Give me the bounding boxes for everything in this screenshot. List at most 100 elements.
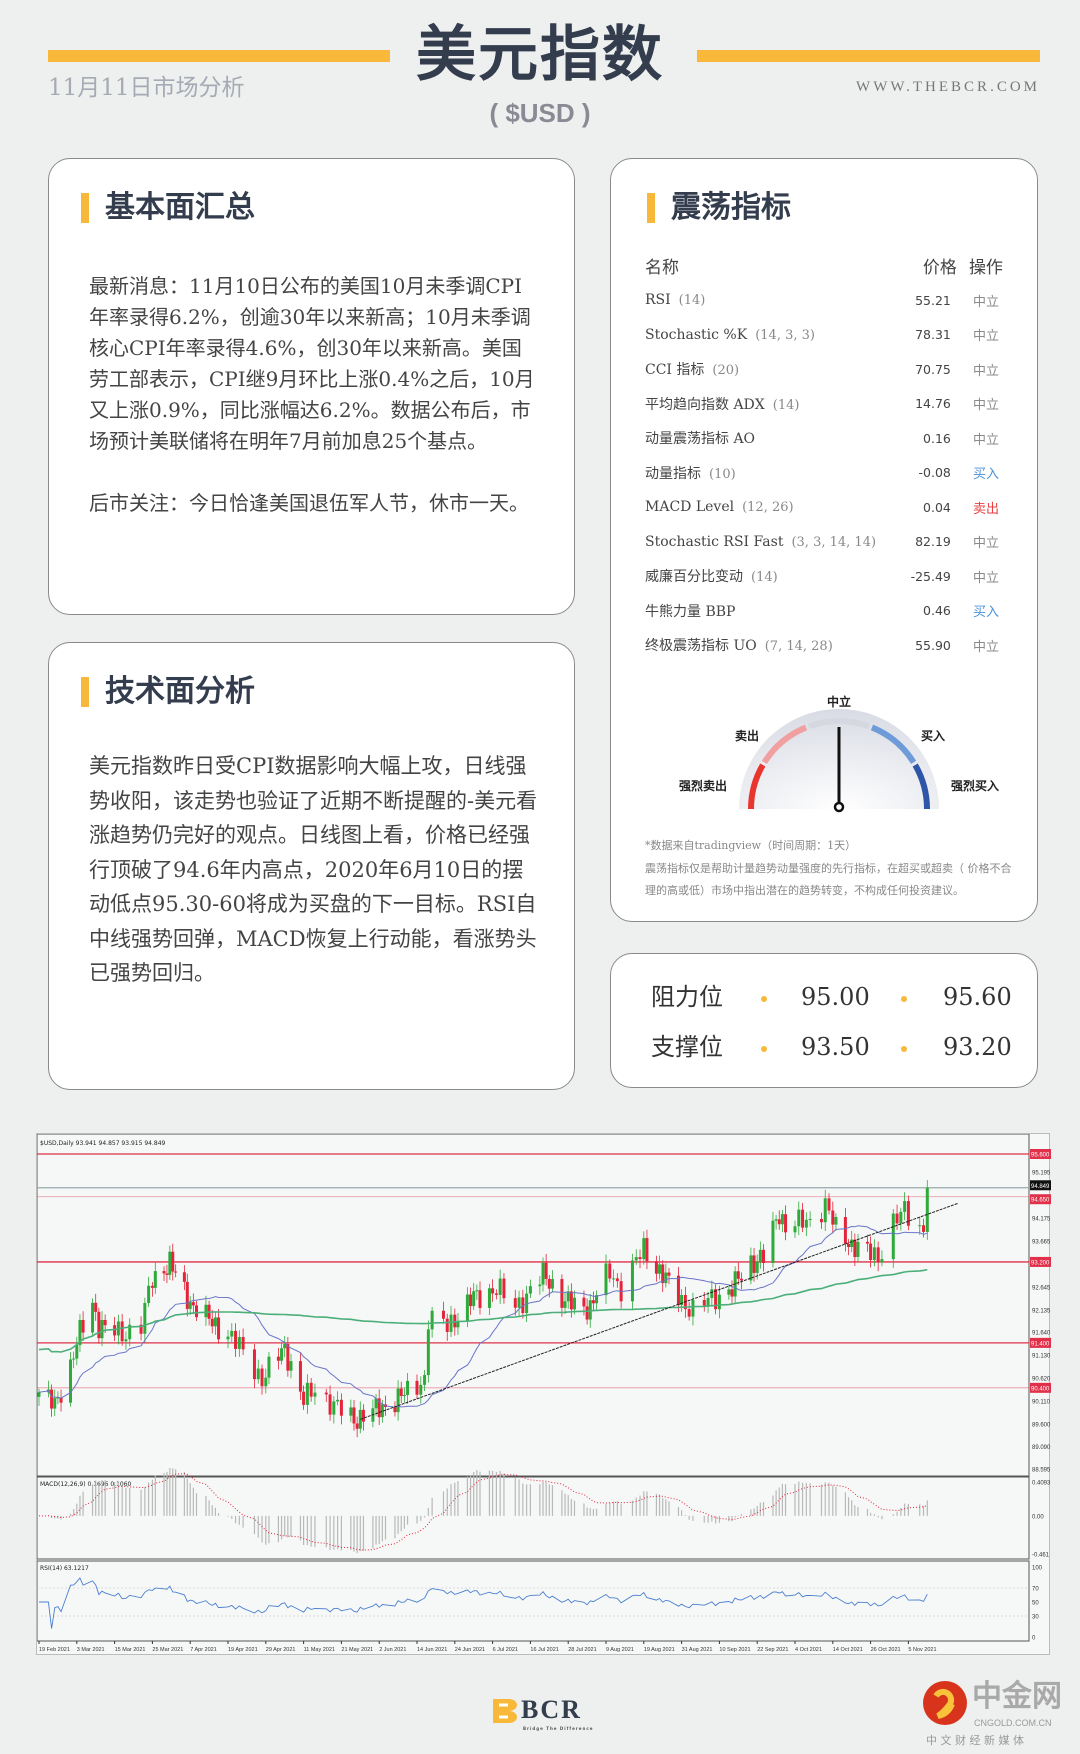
candle-body — [252, 1349, 256, 1380]
candle — [717, 1285, 721, 1319]
oscillator-label: 动量指标 — [645, 465, 701, 482]
candle — [280, 1342, 284, 1365]
support-label: 支撑位 — [651, 1033, 723, 1061]
levels-card: 阻力位 95.00 95.60 支撑位 93.50 93.20 — [610, 953, 1038, 1088]
candle-body — [128, 1324, 132, 1340]
candle-body — [847, 1243, 851, 1248]
candle — [456, 1312, 460, 1335]
candle — [475, 1284, 479, 1300]
candle-body — [547, 1278, 551, 1289]
price-tick: 89.600 — [1032, 1422, 1051, 1428]
candle — [406, 1373, 410, 1404]
candle-body — [615, 1278, 619, 1282]
oscillator-param: (12, 26) — [742, 500, 794, 516]
candle-body — [195, 1305, 198, 1318]
moving-average-line — [38, 1225, 928, 1408]
candle-body — [906, 1201, 910, 1226]
date-tick: 4 Oct 2021 — [795, 1647, 822, 1653]
candle — [853, 1233, 857, 1266]
fundamentals-outlook: 后市关注：今日恰逢美国退伍军人节，休市一天。 — [89, 491, 529, 515]
chart-title: $USD,Daily 93.941 94.857 93.915 94.849 — [40, 1140, 166, 1147]
candle-body — [752, 1255, 756, 1273]
candle-body — [37, 1392, 41, 1397]
candle — [75, 1336, 79, 1366]
date-tick: 16 Jul 2021 — [530, 1647, 558, 1653]
candle — [630, 1253, 634, 1310]
candle — [560, 1274, 564, 1317]
candle-body — [453, 1314, 457, 1328]
candle-body — [280, 1348, 284, 1361]
gauge-arc-strong-buy — [912, 763, 930, 810]
candle — [72, 1351, 76, 1369]
candle — [487, 1283, 491, 1316]
oscillator-param: (14) — [751, 570, 778, 586]
level-label: 90.400 — [1031, 1386, 1050, 1392]
candle — [925, 1180, 929, 1240]
candle-body — [139, 1324, 143, 1334]
candle-body — [59, 1397, 63, 1403]
candle — [56, 1391, 60, 1405]
candle — [494, 1289, 498, 1300]
candle-body — [550, 1279, 554, 1289]
candle-body — [188, 1302, 192, 1309]
oscillator-value: 0.04 — [923, 499, 951, 515]
candle — [819, 1212, 823, 1229]
candle-body — [899, 1211, 903, 1224]
candle-body — [717, 1294, 721, 1310]
bullet-icon — [761, 1046, 767, 1052]
candle-body — [393, 1406, 397, 1413]
candle-body — [891, 1213, 895, 1260]
gauge-label-neutral: 中立 — [827, 695, 852, 709]
candle — [128, 1318, 132, 1347]
candle — [797, 1201, 801, 1236]
candle — [739, 1272, 743, 1290]
candle — [517, 1290, 521, 1316]
candle — [645, 1229, 649, 1270]
candle-body — [475, 1290, 479, 1292]
candle — [642, 1231, 646, 1265]
candle-body — [396, 1388, 400, 1413]
candle — [869, 1236, 873, 1268]
oscillator-action: 买入 — [972, 605, 999, 621]
oscillator-label: 终极震荡指标 UO — [645, 638, 757, 655]
candle — [784, 1205, 788, 1241]
candle — [804, 1212, 808, 1237]
candle — [780, 1209, 784, 1233]
candle — [150, 1281, 154, 1297]
candle — [736, 1262, 740, 1285]
candle — [309, 1377, 313, 1402]
oscillator-value: -25.49 — [910, 568, 951, 584]
oscillator-value: 55.21 — [915, 292, 951, 308]
date-tick: 10 Sep 2021 — [719, 1647, 750, 1653]
trendline — [360, 1202, 958, 1420]
candle-body — [525, 1293, 529, 1313]
candle-body — [72, 1358, 76, 1360]
candle-body — [630, 1260, 634, 1302]
candle-body — [793, 1226, 797, 1233]
candle — [59, 1389, 63, 1412]
candle-body — [374, 1398, 378, 1409]
candle-body — [774, 1219, 778, 1221]
candle — [165, 1264, 169, 1284]
candle — [478, 1281, 482, 1315]
candle — [872, 1239, 876, 1267]
candle-body — [544, 1262, 548, 1279]
candle-body — [69, 1359, 72, 1403]
candle-body — [56, 1397, 60, 1399]
candle-body — [487, 1288, 491, 1308]
candle-body — [758, 1249, 762, 1262]
candle — [305, 1374, 309, 1414]
candle-body — [710, 1289, 714, 1299]
date-tick: 28 Jul 2021 — [568, 1647, 596, 1653]
candle-body — [426, 1329, 430, 1376]
candle — [714, 1284, 718, 1315]
oscillator-row: CCI 指标 (20) 70.75 中立 — [645, 352, 1005, 387]
oscillator-row: 终极震荡指标 UO (7, 14, 28) 55.90 中立 — [645, 628, 1005, 663]
candle-body — [853, 1239, 857, 1257]
candle-body — [469, 1294, 473, 1307]
candle — [328, 1385, 332, 1421]
macd-tick: -0.461 — [1032, 1553, 1050, 1559]
resistance-2: 95.60 — [943, 983, 1012, 1011]
candle-body — [797, 1209, 801, 1227]
candle-body — [234, 1330, 238, 1349]
